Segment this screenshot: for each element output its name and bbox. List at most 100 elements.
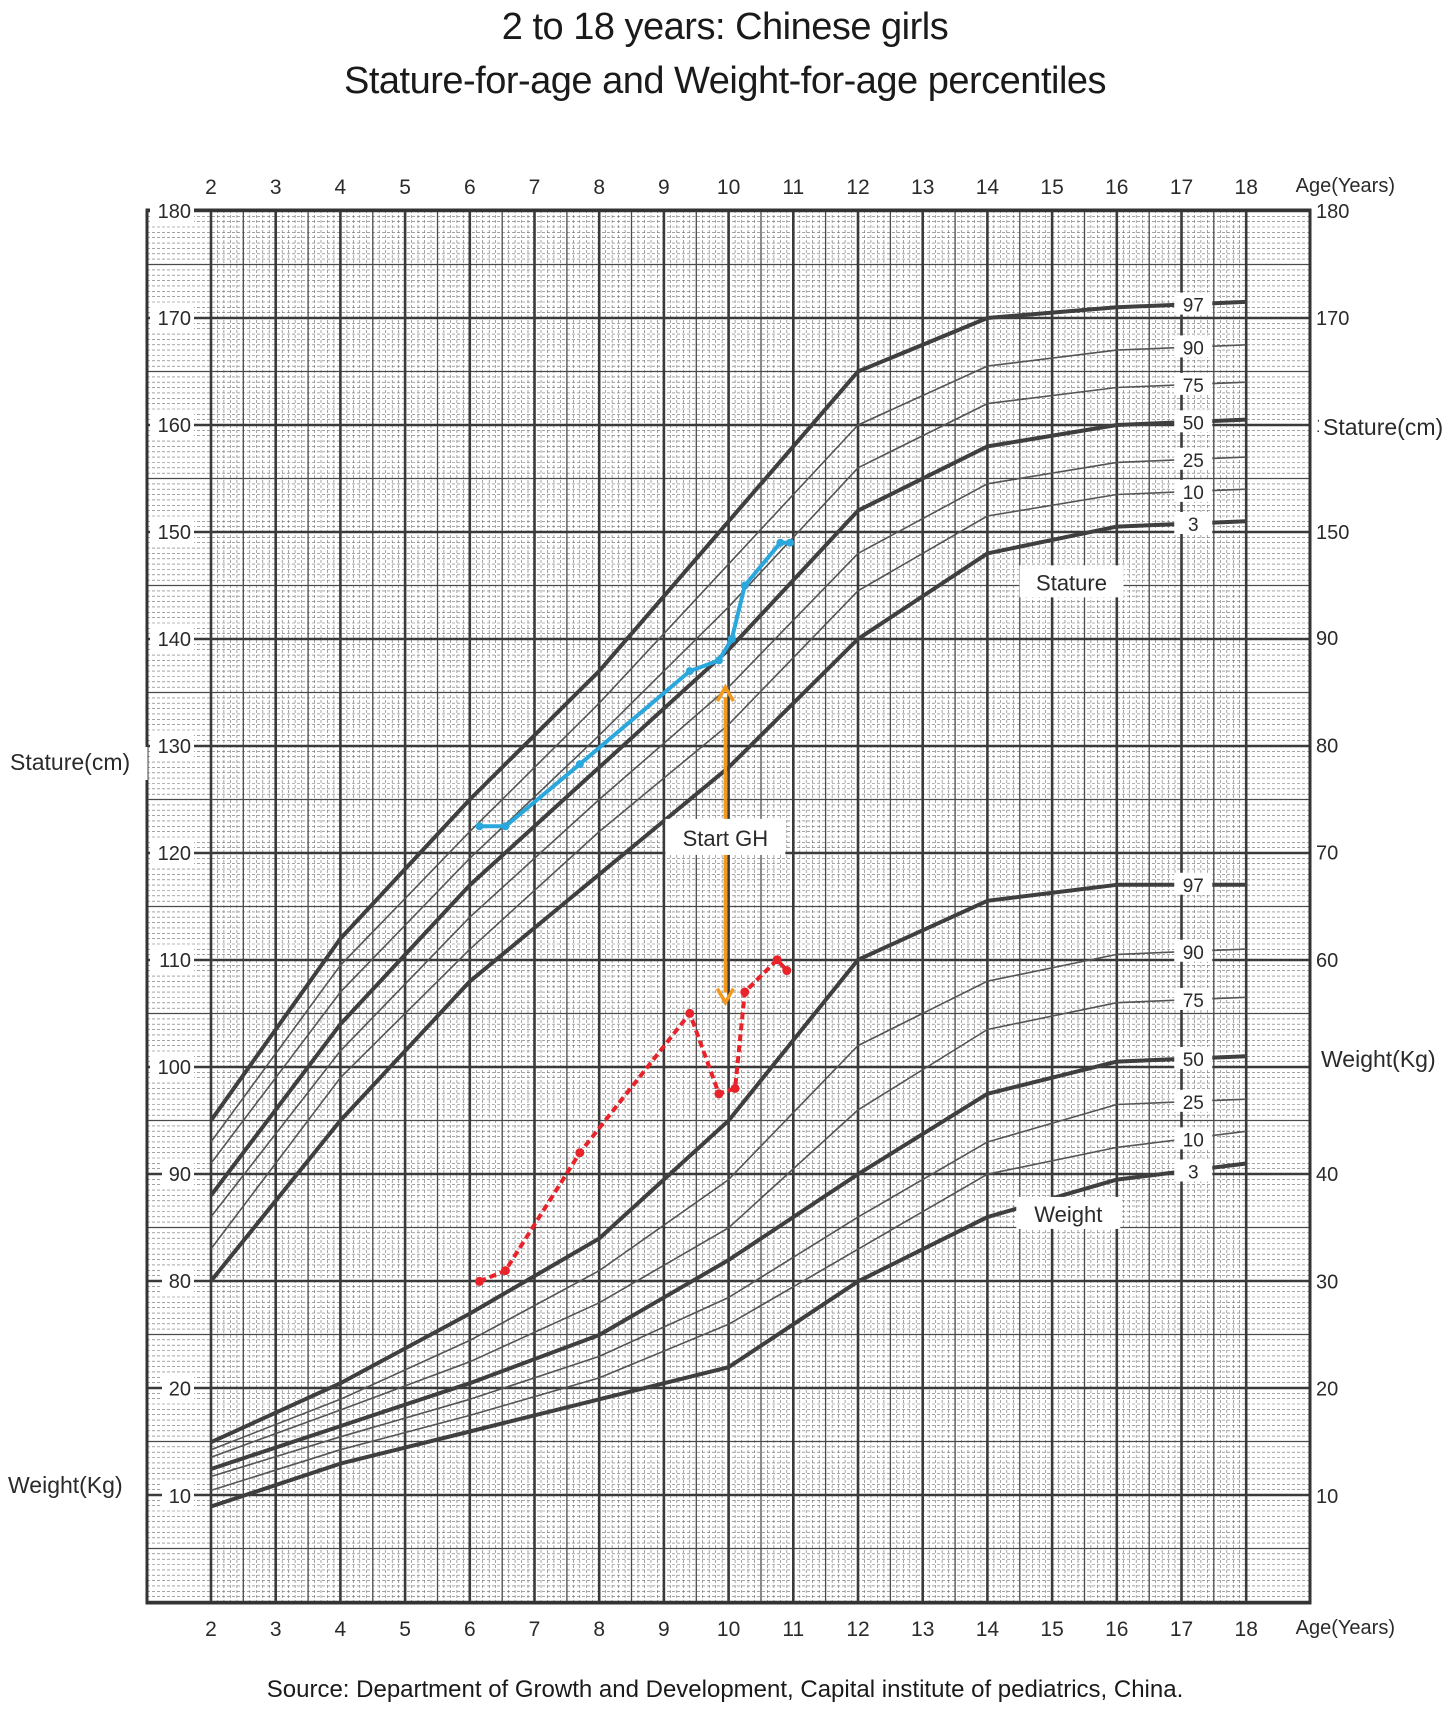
age-tick-top: 10 [717,176,740,199]
patient-weight-point [730,1083,740,1093]
grid [147,209,1310,1604]
percentile-label-bg [1174,335,1213,358]
percentile-label-bg [1174,447,1213,470]
age-tick-top: 9 [658,176,670,199]
chart-subtitle: Stature-for-age and Weight-for-age perce… [343,60,1107,102]
stature-percentile-label: 75 [1183,376,1204,397]
age-tick-top: 12 [846,176,869,199]
percentile-label-bg [1174,372,1213,395]
tick-label-bg [1313,946,1345,971]
percentile-label-bg [1174,1046,1213,1069]
age-tick-top: 18 [1235,176,1258,199]
patient-weight-point [714,1089,724,1099]
stature-percentile-3 [209,519,1247,1283]
tick-label-bg [150,1054,194,1078]
tick-label-bg [162,1482,194,1507]
weight-axis-label-left: Weight(Kg) [8,1472,123,1498]
tick-label-bg [162,1161,194,1185]
age-tick-bottom: 8 [593,1618,605,1641]
age-tick-top: 2 [205,176,217,199]
gh-arrow-head-top [715,683,735,703]
patient-stature-point [776,538,785,547]
age-tick-top: 3 [270,176,282,199]
age-tick-bottom: 16 [1105,1618,1128,1641]
weight-percentile-label: 97 [1183,876,1204,897]
tick-label-bg [150,305,194,329]
chart-frame [145,208,1312,1605]
age-tick-top: 13 [911,176,934,199]
age-tick-bottom: 2 [205,1618,217,1641]
patient-stature-point [685,667,694,676]
tick-label-bg [150,733,194,757]
tick-label-bg [162,1268,194,1292]
axis-labels: 8090100110120130140150160170180150160170… [4,175,1450,1641]
tick-label-bg [1313,839,1345,864]
section-label-bg [1016,1196,1121,1229]
weight-section-label: Weight [1034,1202,1102,1227]
percentile-label-bg [1174,292,1213,315]
stature-percentile-label: 50 [1183,413,1204,434]
age-tick-bottom: 9 [658,1618,670,1641]
age-tick-bottom: 11 [782,1618,804,1641]
weight-percentile-25 [210,1098,1247,1478]
stature-tick-left: 90 [169,1164,191,1186]
age-tick-top: 4 [335,176,347,199]
stature-tick-left: 160 [158,415,191,437]
stature-percentile-75 [210,381,1247,1164]
weight-tick-right: 60 [1316,950,1338,972]
age-tick-top: 8 [593,176,605,199]
weight-tick-right: 80 [1316,735,1338,757]
percentile-label-bg [1174,511,1213,534]
tick-label-bg [150,947,194,971]
age-tick-top: 7 [529,176,541,199]
weight-percentile-label: 3 [1188,1163,1199,1184]
stature-percentile-label: 3 [1188,515,1199,536]
stature-section-label: Stature [1036,570,1107,595]
patient-weight-point [740,987,750,997]
label-bg [1319,412,1450,445]
weight-tick-left: 20 [169,1379,191,1401]
patient-weight-point [782,966,792,976]
weight-percentile-50 [210,1054,1247,1471]
patient-stature-point [501,822,510,831]
tick-label-bg [150,519,194,543]
weight-tick-right: 90 [1316,628,1338,650]
stature-percentile-10 [210,488,1247,1250]
section-label-bg [1019,565,1124,598]
percentile-label-bg [1174,479,1213,502]
stature-axis-label-right: Stature(cm) [1323,414,1443,440]
percentile-label-bg [1174,1159,1213,1182]
label-bg [4,1470,134,1503]
patient-stature-point [727,635,736,643]
gh-arrow-head-bottom [715,987,735,1007]
stature-tick-left: 80 [169,1271,191,1293]
stature-tick-right: 170 [1316,308,1349,330]
tick-label-bg [1313,1268,1345,1293]
weight-percentile-label: 10 [1183,1130,1204,1151]
tick-label-bg [1313,732,1345,757]
stature-tick-left: 170 [158,308,191,330]
stature-percentile-50 [209,417,1247,1197]
patient-stature-point [714,656,723,665]
patient-weight-point [475,1276,485,1286]
gh-label-bg [665,818,786,855]
stature-percentile-label: 97 [1183,296,1204,317]
stature-tick-left: 180 [158,201,191,223]
tick-label-bg [1313,198,1357,222]
chart-title: 2 to 18 years: Chinese girls [501,6,949,48]
stature-tick-left: 130 [158,736,191,758]
percentile-label-bg [1174,410,1213,433]
tick-label-bg [1313,519,1357,543]
age-tick-top: 5 [399,176,411,199]
stature-tick-left: 120 [158,843,191,865]
tick-label-bg [150,626,194,650]
stature-tick-left: 110 [159,950,191,972]
age-tick-bottom: 5 [399,1618,411,1641]
stature-percentile-label: 10 [1183,483,1204,504]
weight-percentile-3 [210,1161,1247,1509]
age-tick-top: 14 [976,176,1000,199]
tick-label-bg [1313,1161,1345,1186]
percentile-label-bg [1174,939,1213,962]
tick-label-bg [150,412,194,436]
